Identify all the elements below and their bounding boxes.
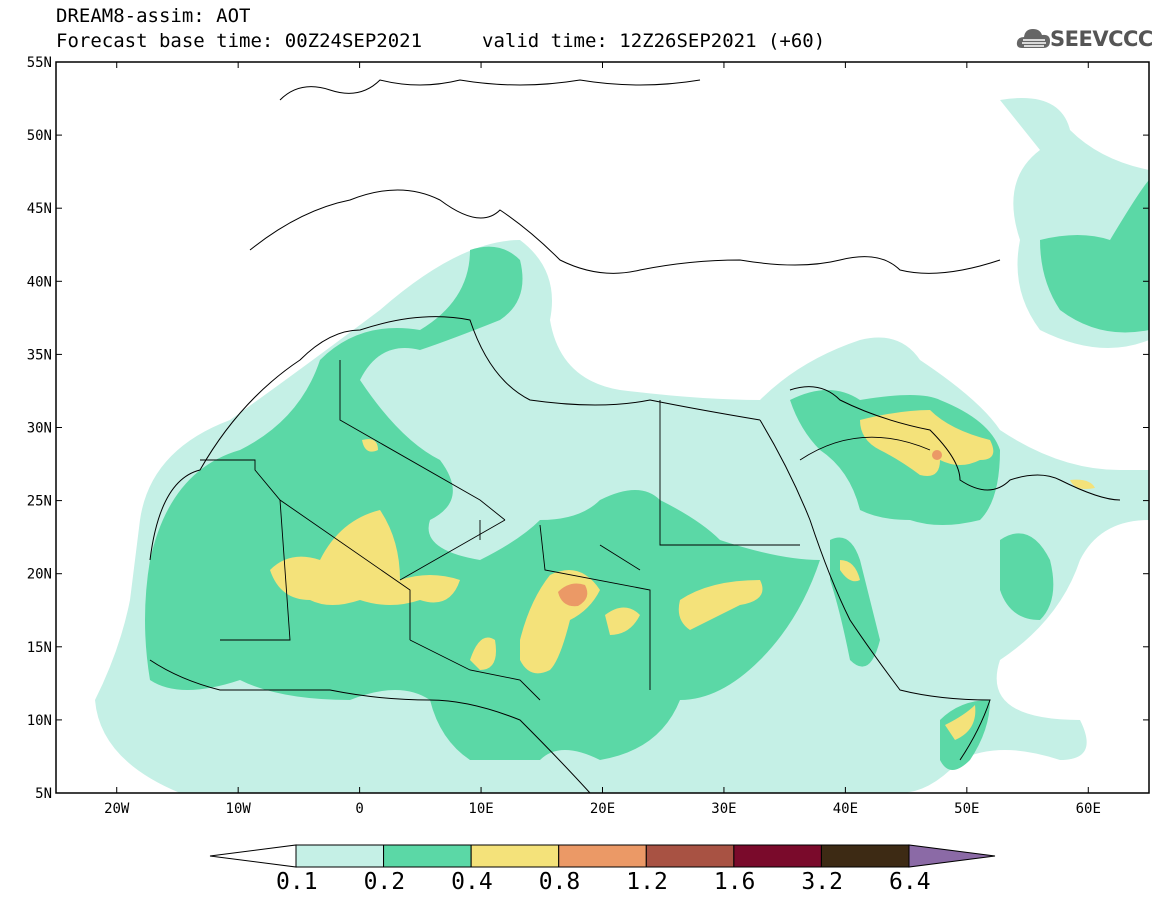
lon-label: 10W xyxy=(226,801,252,817)
lat-label: 35N xyxy=(27,347,52,363)
lat-label: 15N xyxy=(27,640,52,656)
colorbar-label: 0.8 xyxy=(538,869,581,895)
lat-label: 55N xyxy=(27,55,52,71)
colorbar-segment xyxy=(558,844,647,868)
colorbar-label: 1.6 xyxy=(713,869,756,895)
colorbar-segment xyxy=(383,844,472,868)
longitude-axis: 20W 10W 0 10E 20E 30E 40E 50E 60E xyxy=(104,62,1101,817)
colorbar-label: 0.1 xyxy=(276,869,318,895)
lon-label: 50E xyxy=(954,801,979,817)
colorbar-label: 3.2 xyxy=(801,869,843,895)
product-title: DREAM8-assim: AOT xyxy=(56,5,251,27)
lon-label: 40E xyxy=(833,801,858,817)
lon-label: 10E xyxy=(468,801,493,817)
seevccc-logo xyxy=(1016,22,1156,56)
lon-label: 20W xyxy=(104,801,130,817)
cloud-icon xyxy=(1016,29,1050,48)
lat-label: 25N xyxy=(27,494,52,510)
aot-contour-0.8 xyxy=(558,450,942,607)
valid-time: valid time: 12Z26SEP2021 (+60) xyxy=(482,30,826,52)
colorbar-segment xyxy=(295,844,385,868)
lon-label: 60E xyxy=(1076,801,1101,817)
lat-label: 50N xyxy=(27,128,52,144)
colorbar-segment xyxy=(645,844,735,868)
logo-text: SEEVCCC xyxy=(1050,27,1153,51)
latitude-axis: 55N 50N 45N 40N 35N 30N 25N 20N 15N 10N 5N xyxy=(27,55,1149,802)
country-borders xyxy=(200,360,931,701)
colorbar-label: 0.2 xyxy=(363,869,406,895)
colorbar-label: 6.4 xyxy=(889,869,931,895)
lat-label: 45N xyxy=(27,201,52,217)
colorbar-label: 1.2 xyxy=(626,869,668,895)
colorbar xyxy=(209,844,996,868)
lon-label: 20E xyxy=(590,801,615,817)
colorbar-label: 0.4 xyxy=(451,869,493,895)
forecast-base-time: Forecast base time: 00Z24SEP2021 xyxy=(56,30,423,52)
lat-label: 20N xyxy=(27,567,52,583)
lat-label: 10N xyxy=(27,713,52,729)
lon-label: 0 xyxy=(355,801,363,817)
colorbar-segment xyxy=(470,844,560,868)
coastlines xyxy=(149,79,1121,793)
colorbar-upper-triangle xyxy=(908,844,996,868)
lat-label: 5N xyxy=(35,786,52,802)
lon-label: 30E xyxy=(711,801,736,817)
colorbar-segment xyxy=(820,844,910,868)
lat-label: 40N xyxy=(27,274,52,290)
colorbar-lower-triangle xyxy=(209,844,297,868)
colorbar-segment xyxy=(733,844,822,868)
lat-label: 30N xyxy=(27,421,52,437)
